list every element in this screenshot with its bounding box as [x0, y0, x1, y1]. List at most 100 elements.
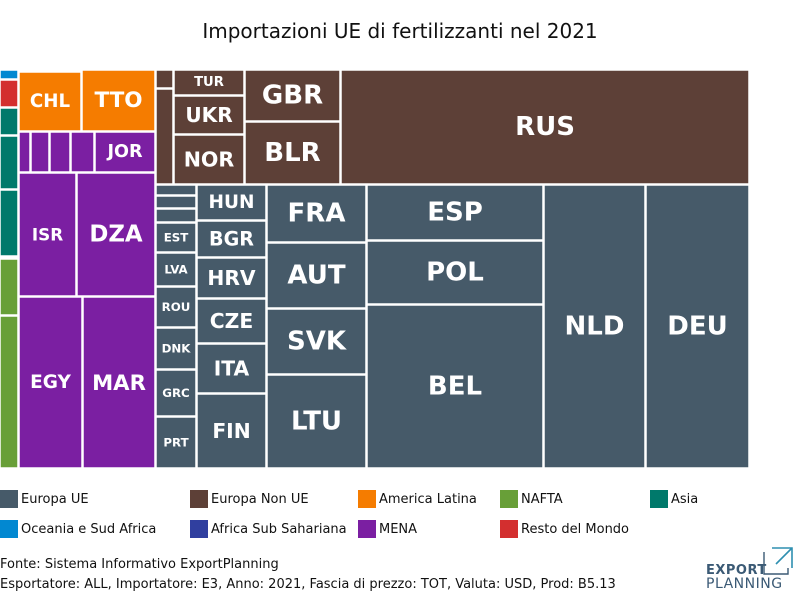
treemap-label-rou: ROU [162, 300, 191, 314]
treemap-label-isr: ISR [32, 225, 63, 245]
treemap-label-nld: NLD [565, 312, 625, 342]
treemap-cell-dza: DZA [76, 172, 156, 297]
treemap-cell-isr: ISR [18, 172, 77, 297]
legend-label: Africa Sub Sahariana [211, 521, 347, 537]
treemap-label-lva: LVA [164, 263, 188, 277]
legend-item: MENA [358, 520, 417, 538]
treemap-rect-egy [18, 296, 83, 469]
legend-swatch [190, 520, 208, 538]
legend-item: Asia [650, 490, 698, 508]
treemap-label-svk: SVK [287, 327, 347, 357]
treemap-rect-unlabeled-26 [155, 184, 197, 196]
treemap-cell-unlabeled-12 [70, 131, 95, 173]
treemap-rect-lva [155, 252, 197, 287]
treemap-cell-unlabeled-27 [155, 195, 197, 209]
legend-item: Africa Sub Sahariana [190, 520, 347, 538]
legend-label: Europa UE [21, 491, 89, 507]
treemap-label-dza: DZA [89, 222, 143, 248]
treemap-label-est: EST [164, 231, 189, 245]
treemap-rect-tur [173, 69, 245, 96]
treemap-rect-unlabeled-12 [70, 131, 95, 173]
treemap-rect-rus [340, 69, 750, 185]
treemap-rect-unlabeled-19 [155, 88, 174, 185]
treemap-cell-nld: NLD [543, 184, 646, 469]
legend-label: MENA [379, 521, 418, 537]
treemap-cell-unlabeled-26 [155, 184, 197, 196]
treemap-label-prt: PRT [163, 436, 188, 450]
treemap-cell-mar: MAR [82, 296, 156, 469]
treemap-cell-blr: BLR [244, 121, 341, 185]
treemap-label-tur: TUR [194, 75, 224, 90]
treemap-cell-hrv: HRV [196, 257, 267, 299]
treemap-rect-bgr [196, 220, 267, 258]
treemap-rect-unlabeled-27 [155, 195, 197, 209]
treemap-rect-rou [155, 286, 197, 328]
treemap-rect-isr [18, 172, 77, 297]
legend-item: Oceania e Sud Africa [0, 520, 156, 538]
treemap-cell-bgr: BGR [196, 220, 267, 258]
legend-label: Oceania e Sud Africa [21, 521, 157, 537]
treemap-rect-unlabeled-1 [0, 79, 19, 108]
treemap-cell-bel: BEL [366, 304, 544, 469]
treemap-rect-unlabeled-4 [0, 189, 19, 257]
legend-label: America Latina [379, 491, 477, 507]
treemap-label-pol: POL [426, 258, 484, 288]
treemap-rect-fin [196, 393, 267, 469]
treemap-cell-unlabeled-28 [155, 208, 197, 223]
treemap-rect-grc [155, 369, 197, 417]
treemap-rect-unlabeled-6 [0, 315, 19, 469]
treemap-cell-chl: CHL [18, 71, 82, 132]
treemap-cell-est: EST [155, 222, 197, 253]
treemap-cell-aut: AUT [266, 242, 367, 309]
treemap-rect-unlabeled-11 [49, 131, 71, 173]
treemap-rect-bel [366, 304, 544, 469]
legend-swatch [500, 520, 518, 538]
treemap-label-nor: NOR [184, 148, 235, 172]
treemap-label-cze: CZE [210, 309, 253, 333]
treemap-cell-ita: ITA [196, 343, 267, 394]
treemap-cell-pol: POL [366, 240, 544, 305]
treemap-cell-nor: NOR [173, 134, 245, 185]
treemap-rect-aut [266, 242, 367, 309]
treemap-rect-unlabeled-5 [0, 258, 19, 316]
treemap-label-dnk: DNK [162, 342, 192, 356]
treemap-cell-rus: RUS [340, 69, 750, 185]
treemap-rect-nld [543, 184, 646, 469]
treemap-label-chl: CHL [30, 91, 71, 112]
treemap-label-hun: HUN [209, 192, 255, 213]
treemap-cell-ukr: UKR [173, 95, 245, 135]
logo-text-export: EXPORT [706, 563, 767, 578]
treemap-label-hrv: HRV [207, 266, 256, 290]
treemap-cell-unlabeled-5 [0, 258, 19, 316]
treemap-rect-prt [155, 416, 197, 469]
treemap-rect-chl [18, 71, 82, 132]
legend-label: NAFTA [521, 491, 563, 507]
chart-title: Importazioni UE di fertilizzanti nel 202… [202, 19, 598, 43]
legend-swatch [190, 490, 208, 508]
legend-swatch [358, 490, 376, 508]
legend-swatch [358, 520, 376, 538]
filter-note: Esportatore: ALL, Importatore: E3, Anno:… [0, 577, 616, 592]
treemap-rect-fra [266, 184, 367, 243]
treemap-cell-esp: ESP [366, 184, 544, 241]
treemap-cell-svk: SVK [266, 308, 367, 375]
treemap-cell-rou: ROU [155, 286, 197, 328]
treemap-rect-tto [81, 69, 156, 132]
treemap-cell-prt: PRT [155, 416, 197, 469]
treemap-rect-unlabeled-3 [0, 135, 19, 190]
treemap-rect-pol [366, 240, 544, 305]
treemap-label-esp: ESP [427, 198, 483, 228]
treemap-cell-lva: LVA [155, 252, 197, 287]
treemap-label-ita: ITA [214, 357, 250, 381]
treemap-cell-gbr: GBR [244, 69, 341, 122]
treemap-rect-unlabeled-2 [0, 107, 19, 136]
treemap-rect-unlabeled-10 [30, 131, 50, 173]
treemap-rect-dza [76, 172, 156, 297]
treemap-rect-ltu [266, 374, 367, 469]
treemap-label-deu: DEU [667, 312, 727, 342]
treemap-rect-esp [366, 184, 544, 241]
treemap-cell-unlabeled-2 [0, 107, 19, 136]
treemap-label-blr: BLR [264, 138, 320, 168]
treemap-label-gbr: GBR [262, 81, 323, 111]
